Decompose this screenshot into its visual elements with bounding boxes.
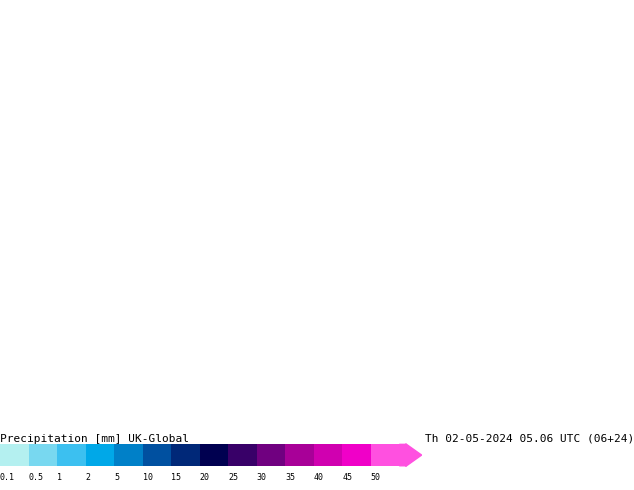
Text: 20: 20	[200, 473, 210, 482]
Bar	[371, 444, 399, 466]
Bar	[285, 444, 314, 466]
Bar	[200, 444, 228, 466]
Bar	[29, 444, 57, 466]
Bar	[114, 444, 143, 466]
Bar	[342, 444, 371, 466]
Bar	[257, 444, 285, 466]
Bar	[143, 444, 171, 466]
Text: 50: 50	[371, 473, 381, 482]
Text: 1: 1	[57, 473, 62, 482]
Text: 15: 15	[171, 473, 181, 482]
Text: Precipitation [mm] UK-Global: Precipitation [mm] UK-Global	[0, 434, 189, 443]
Text: 0.5: 0.5	[29, 473, 44, 482]
Bar	[228, 444, 257, 466]
Text: 2: 2	[86, 473, 91, 482]
Text: 5: 5	[114, 473, 119, 482]
Text: 10: 10	[143, 473, 153, 482]
Bar	[86, 444, 114, 466]
Text: 35: 35	[285, 473, 295, 482]
Text: 0.1: 0.1	[0, 473, 15, 482]
Text: 40: 40	[314, 473, 324, 482]
Bar	[0, 444, 29, 466]
Text: 45: 45	[342, 473, 353, 482]
Bar	[314, 444, 342, 466]
Bar	[171, 444, 200, 466]
FancyArrow shape	[399, 444, 422, 466]
Bar	[57, 444, 86, 466]
Text: 25: 25	[228, 473, 238, 482]
Text: Th 02-05-2024 05.06 UTC (06+24): Th 02-05-2024 05.06 UTC (06+24)	[425, 434, 634, 443]
Text: 30: 30	[257, 473, 267, 482]
